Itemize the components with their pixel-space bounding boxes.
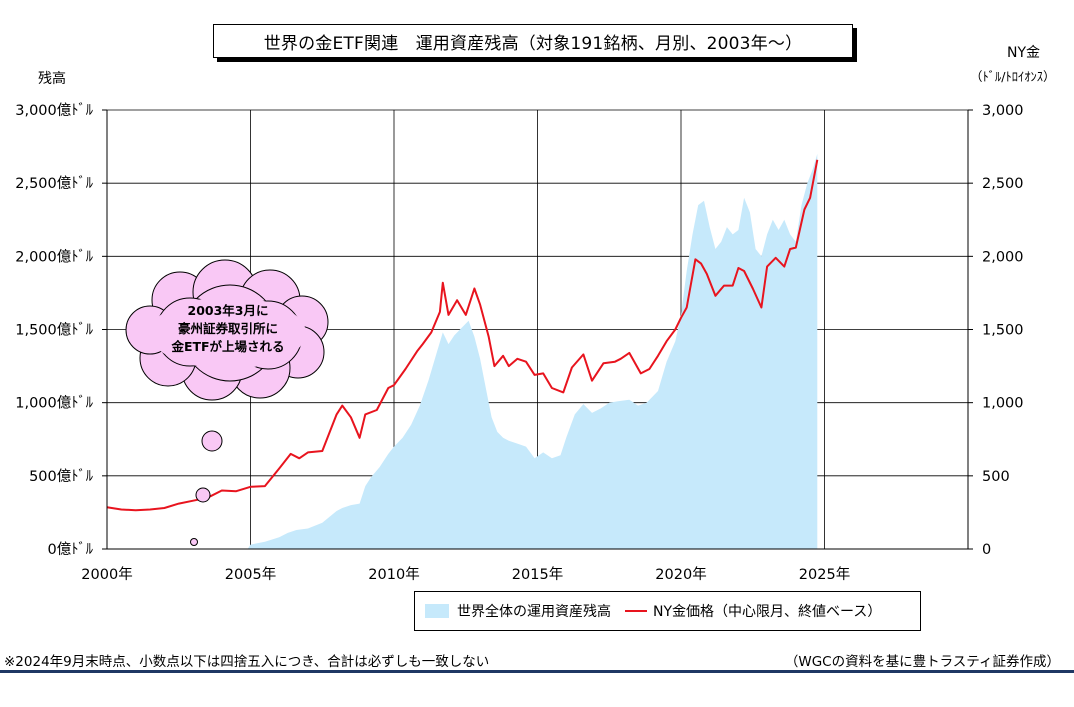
legend-area-swatch <box>425 604 449 618</box>
legend-line-label: NY金価格（中心限月、終値ベース） <box>653 604 882 620</box>
y-right-tick-label: 2,500 <box>982 176 1024 192</box>
x-tick-label: 2025年 <box>799 566 850 583</box>
x-tick-label: 2010年 <box>368 566 419 583</box>
y-right-tick-label: 0 <box>982 542 991 558</box>
chart-axes <box>102 109 973 550</box>
cloud-tail-bubble <box>190 538 198 546</box>
y-left-tick-label: 2,000億ﾄﾞﾙ <box>15 248 94 265</box>
annotation-line-2: 豪州証券取引所に <box>177 321 278 336</box>
y-right-tick-label: 500 <box>982 469 1010 485</box>
chart-title: 世界の金ETF関連 運用資産残高（対象191銘柄、月別、2003年～） <box>213 24 853 58</box>
x-tick-label: 2005年 <box>225 566 276 583</box>
chart-legend: 世界全体の運用資産残高 NY金価格（中心限月、終値ベース） <box>414 591 921 631</box>
x-tick-label: 2015年 <box>512 566 563 583</box>
footnote: ※2024年9月末時点、小数点以下は四捨五入につき、合計は必ずしも一致しない <box>4 654 490 670</box>
y-left-tick-label: 1,500億ﾄﾞﾙ <box>15 322 94 339</box>
legend-area-label: 世界全体の運用資産残高 <box>457 604 611 620</box>
x-tick-label: 2000年 <box>81 566 132 583</box>
cloud-body <box>150 297 306 369</box>
area-series-layer <box>247 153 818 549</box>
cloud-tail-bubble <box>201 430 223 452</box>
annotation-line-1: 2003年3月に <box>187 303 269 318</box>
tick-labels: 0億ﾄﾞﾙ 0 500億ﾄﾞﾙ 500 1,000億ﾄﾞﾙ 1,000 1,500億ﾄﾞﾙ 1… <box>15 102 1023 583</box>
annotation-line-3: 金ETFが上場される <box>171 339 285 354</box>
line-series-path <box>106 159 819 512</box>
y-right-tick-label: 3,000 <box>982 103 1024 119</box>
y-right-tick-label: 1,000 <box>982 396 1024 412</box>
annotation-text: 2003年3月に 豪州証券取引所に 金ETFが上場される <box>148 302 308 356</box>
annotation-cloud <box>125 259 329 546</box>
y-left-tick-label: 2,500億ﾄﾞﾙ <box>15 175 94 192</box>
y-right-axis-unit: （ﾄﾞﾙ/ﾄﾛｲｵﾝｽ） <box>970 69 1056 84</box>
y-left-tick-label: 3,000億ﾄﾞﾙ <box>15 102 94 119</box>
y-right-tick-label: 2,000 <box>982 249 1024 265</box>
y-left-tick-label: 0億ﾄﾞﾙ <box>48 541 94 558</box>
y-left-axis-label: 残高 <box>38 71 66 87</box>
y-left-tick-label: 500億ﾄﾞﾙ <box>29 468 94 485</box>
x-tick-label: 2020年 <box>655 566 706 583</box>
source-note: （WGCの資料を基に豊トラスティ証券作成） <box>784 654 1060 670</box>
y-right-tick-label: 1,500 <box>982 323 1024 339</box>
line-series-layer <box>106 159 819 512</box>
area-series-fill <box>247 153 818 549</box>
bottom-divider <box>0 670 1074 673</box>
y-left-tick-label: 1,000億ﾄﾞﾙ <box>15 395 94 412</box>
legend-line-swatch <box>625 610 647 612</box>
y-right-axis-label: NY金 <box>1007 45 1041 61</box>
cloud-tail-bubble <box>195 487 211 503</box>
